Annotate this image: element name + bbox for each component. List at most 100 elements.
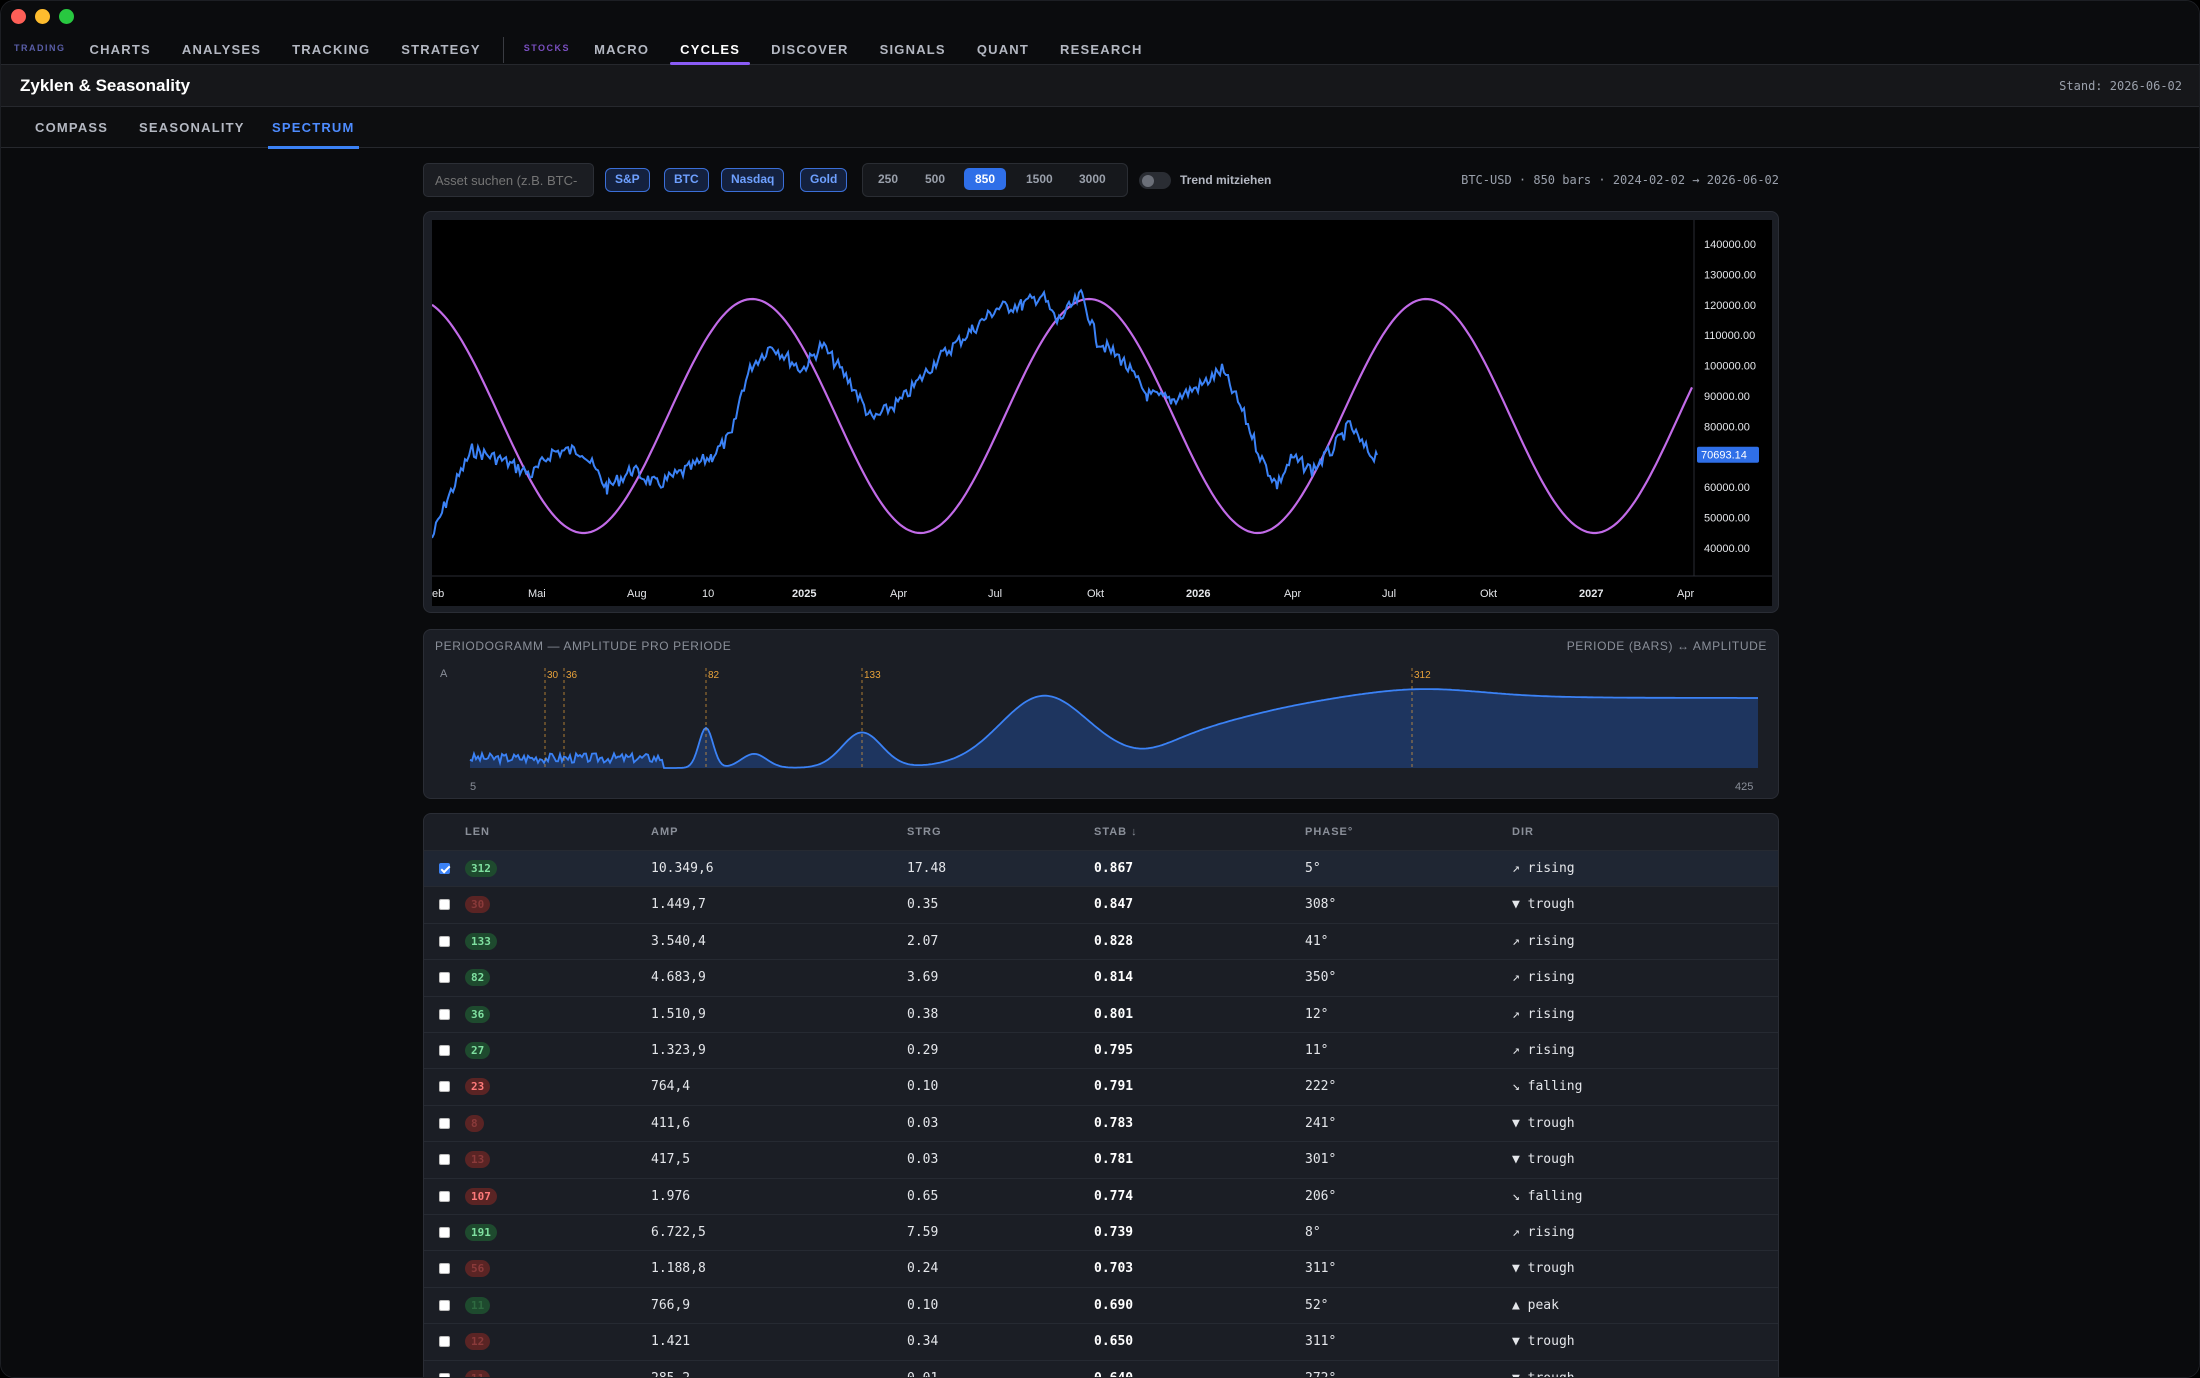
table-row[interactable]: 82 4.683,9 3.69 0.814 350° ↗ rising xyxy=(424,959,1778,995)
price-chart[interactable]: 140000.00 130000.00 120000.00 110000.00 1000… xyxy=(431,220,1772,606)
cell-dir: ▼ trough xyxy=(1512,1371,1575,1377)
titlebar: TRADING CHARTS ANALYSES TRACKING STRATEG… xyxy=(1,1,2199,65)
cell-phase: 311° xyxy=(1305,1334,1337,1350)
table-row[interactable]: 36 1.510,9 0.38 0.801 12° ↗ rising xyxy=(424,995,1778,1032)
table-row[interactable]: 191 6.722,5 7.59 0.739 8° ↗ rising xyxy=(424,1214,1778,1250)
table-row[interactable]: 56 1.188,8 0.24 0.703 311° ▼ trough xyxy=(424,1250,1778,1286)
cell-dir: ▲ peak xyxy=(1512,1297,1559,1313)
period-option-1500[interactable]: 1500 xyxy=(1026,172,1053,186)
trend-toggle[interactable] xyxy=(1139,172,1171,189)
cell-dir: ↗ rising xyxy=(1512,933,1575,949)
cycle-length-badge: 13 xyxy=(465,1151,491,1169)
column-header-strg[interactable]: STRG xyxy=(907,826,942,838)
table-row[interactable]: 107 1.976 0.65 0.774 206° ↘ falling xyxy=(424,1177,1778,1214)
table-row[interactable]: 12 1.421 0.34 0.650 311° ▼ trough xyxy=(424,1323,1778,1359)
minimize-window-button[interactable] xyxy=(35,9,50,24)
tab-seasonality[interactable]: SEASONALITY xyxy=(139,120,245,135)
row-checkbox[interactable] xyxy=(439,1008,450,1020)
toolbar: S&P BTC Nasdaq Gold 250 500 850 1500 300… xyxy=(423,163,1779,197)
row-checkbox[interactable] xyxy=(439,899,450,911)
cell-phase: 5° xyxy=(1305,861,1321,876)
nav-item-research[interactable]: RESEARCH xyxy=(1060,42,1143,57)
asset-chip-sp[interactable]: S&P xyxy=(605,168,650,192)
table-row[interactable]: 23 764,4 0.10 0.791 222° ↘ falling xyxy=(424,1068,1778,1104)
nav-item-strategy[interactable]: STRATEGY xyxy=(401,42,481,57)
tab-compass[interactable]: COMPASS xyxy=(35,120,109,135)
row-checkbox[interactable] xyxy=(439,1263,450,1275)
cell-stab: 0.640 xyxy=(1094,1371,1133,1377)
cell-stab: 0.739 xyxy=(1094,1225,1134,1240)
cell-phase: 308° xyxy=(1305,897,1337,913)
nav-item-quant[interactable]: QUANT xyxy=(976,42,1030,57)
nav-item-discover[interactable]: DISCOVER xyxy=(771,42,849,57)
cell-phase: 272° xyxy=(1305,1371,1336,1377)
row-checkbox[interactable] xyxy=(439,935,450,947)
nav-item-cycles[interactable]: CYCLES xyxy=(670,37,751,65)
cell-stab: 0.847 xyxy=(1094,897,1134,913)
table-row[interactable]: 8 411,6 0.03 0.783 241° ▼ trough xyxy=(424,1104,1778,1141)
nav-item-tracking[interactable]: TRACKING xyxy=(292,42,371,57)
nav-item-analyses[interactable]: ANALYSES xyxy=(181,42,262,57)
page-header: Zyklen & Seasonality Stand: 2026-06-02 xyxy=(1,65,2199,107)
row-checkbox[interactable] xyxy=(439,1117,450,1129)
row-checkbox[interactable] xyxy=(439,1299,450,1311)
periodogram-line xyxy=(469,688,1758,769)
row-checkbox[interactable] xyxy=(439,863,450,874)
cell-phase: 301° xyxy=(1305,1152,1337,1168)
row-checkbox[interactable] xyxy=(439,1372,450,1377)
tab-spectrum[interactable]: SPECTRUM xyxy=(268,120,359,149)
column-header-len[interactable]: LEN xyxy=(465,826,490,838)
nav-item-macro[interactable]: MACRO xyxy=(594,42,650,57)
x-tick-label: 2026 xyxy=(1186,588,1210,600)
cell-stab: 0.801 xyxy=(1094,1006,1134,1022)
column-header-dir[interactable]: DIR xyxy=(1512,826,1534,838)
nav-item-charts[interactable]: CHARTS xyxy=(89,42,151,57)
cell-stab: 0.703 xyxy=(1094,1261,1134,1277)
row-checkbox[interactable] xyxy=(439,1227,450,1238)
cell-dir: ▼ trough xyxy=(1512,1152,1575,1168)
row-checkbox[interactable] xyxy=(439,972,450,984)
table-row[interactable]: 133 3.540,4 2.07 0.828 41° ↗ rising xyxy=(424,922,1778,959)
x-tick-label: 2027 xyxy=(1579,588,1603,600)
row-checkbox[interactable] xyxy=(439,1045,450,1056)
x-axis: eb Mai Aug 10 2025 Apr Jul Okt 2026 Apr Jul Okt 2027… xyxy=(432,588,1694,600)
asset-search-input[interactable] xyxy=(423,163,594,197)
periodogram-panel: PERIODOGRAMM — AMPLITUDE PRO PERIODE PER… xyxy=(423,629,1779,799)
cell-stab: 0.783 xyxy=(1094,1115,1134,1131)
periodogram-chart[interactable]: A 30 36 82 133 312 5 425 xyxy=(424,630,1780,800)
zoom-window-button[interactable] xyxy=(59,9,74,24)
period-option-3000[interactable]: 3000 xyxy=(1079,172,1106,186)
row-checkbox[interactable] xyxy=(439,1081,450,1093)
asset-chip-gold[interactable]: Gold xyxy=(800,168,848,192)
column-header-amp[interactable]: AMP xyxy=(651,826,679,838)
cell-stab: 0.814 xyxy=(1094,970,1134,986)
asset-chip-btc[interactable]: BTC xyxy=(664,168,709,192)
period-marker-label: 82 xyxy=(708,670,720,681)
cell-amp: 4.683,9 xyxy=(651,970,706,986)
nav-item-signals[interactable]: SIGNALS xyxy=(879,42,946,57)
table-row[interactable]: 11 766,9 0.10 0.690 52° ▲ peak xyxy=(424,1286,1778,1323)
table-row[interactable]: 312 10.349,6 17.48 0.867 5° ↗ rising xyxy=(424,850,1778,886)
cell-phase: 311° xyxy=(1305,1261,1337,1277)
cell-strg: 7.59 xyxy=(907,1225,939,1240)
cell-amp: 1.421 xyxy=(651,1334,691,1350)
period-option-500[interactable]: 500 xyxy=(925,172,946,186)
cell-amp: 1.976 xyxy=(651,1188,691,1204)
close-window-button[interactable] xyxy=(11,9,26,24)
cell-phase: 222° xyxy=(1305,1079,1337,1095)
period-option-850[interactable]: 850 xyxy=(964,168,1007,190)
table-row[interactable]: 13 417,5 0.03 0.781 301° ▼ trough xyxy=(424,1141,1778,1177)
row-checkbox[interactable] xyxy=(439,1336,450,1348)
asset-chip-nasdaq[interactable]: Nasdaq xyxy=(721,168,785,192)
cell-phase: 241° xyxy=(1305,1115,1337,1131)
table-row[interactable]: 11 285,2 0.01 0.640 272° ▼ trough xyxy=(424,1359,1778,1377)
table-row[interactable]: 27 1.323,9 0.29 0.795 11° ↗ rising xyxy=(424,1032,1778,1068)
table-row[interactable]: 30 1.449,7 0.35 0.847 308° ▼ trough xyxy=(424,886,1778,922)
y-tick-label: 80000.00 xyxy=(1704,421,1750,433)
row-checkbox[interactable] xyxy=(439,1154,450,1166)
column-header-phase[interactable]: PHASE° xyxy=(1305,826,1354,838)
y-tick-label: 120000.00 xyxy=(1704,300,1756,312)
period-option-250[interactable]: 250 xyxy=(878,172,899,186)
row-checkbox[interactable] xyxy=(439,1190,450,1202)
column-header-stab[interactable]: STAB ↓ xyxy=(1094,826,1138,838)
